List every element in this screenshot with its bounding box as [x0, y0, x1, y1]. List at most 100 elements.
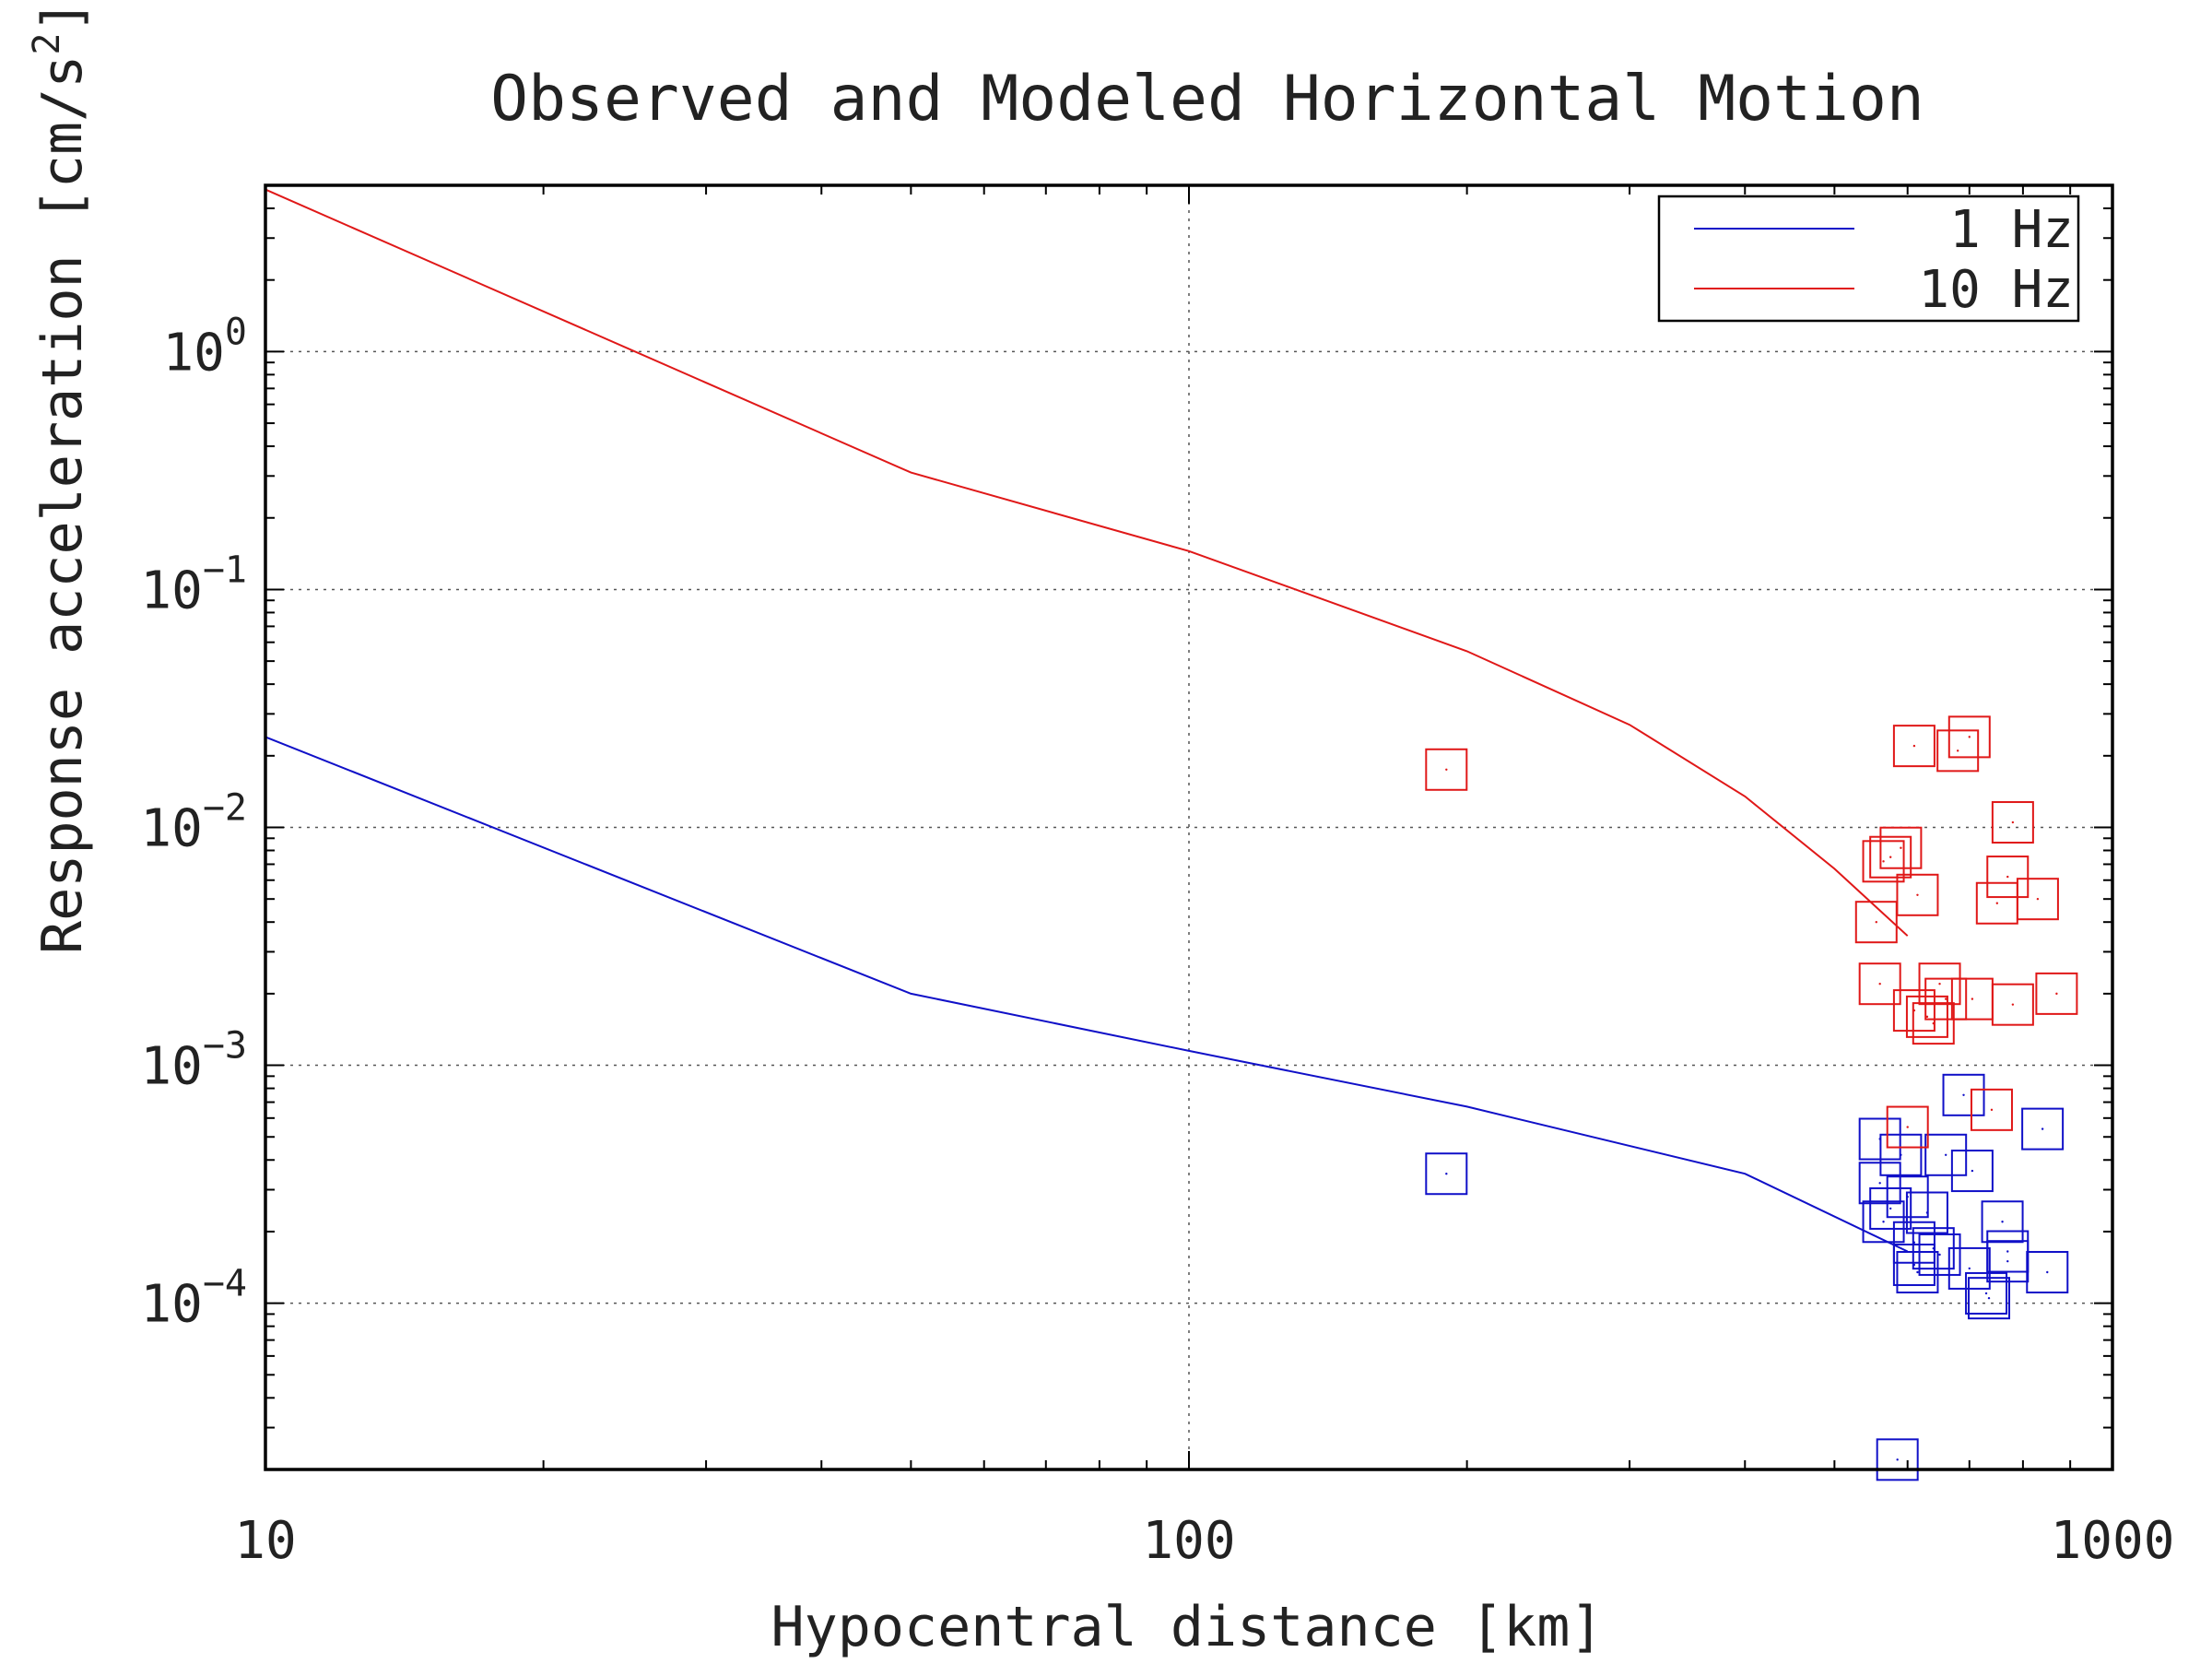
model-line-1hz [265, 736, 1909, 1253]
observed-point-center-1hz [1938, 1253, 1941, 1257]
observed-point-10hz [1905, 995, 1948, 1038]
observed-point-center-1hz [1962, 1093, 1965, 1097]
x-tick-label: 100 [1142, 1511, 1235, 1571]
observed-point-1hz [1924, 1133, 1968, 1176]
observed-point-10hz [1425, 748, 1468, 791]
observed-point-center-1hz [1896, 1458, 1899, 1461]
observed-point-center-10hz [2055, 992, 2058, 996]
observed-point-center-10hz [2011, 1003, 2015, 1006]
observed-point-center-1hz [2046, 1270, 2049, 1274]
y-tick-label-exp: −2 [203, 787, 247, 830]
plot-frame [264, 183, 2114, 1471]
observed-point-1hz [1968, 1277, 2011, 1320]
observed-point-10hz [1854, 901, 1898, 944]
observed-point-center-1hz [1878, 1182, 1881, 1185]
observed-point-1hz [1896, 1250, 1939, 1293]
observed-point-center-10hz [1971, 997, 1974, 1000]
observed-point-10hz [1892, 989, 1936, 1033]
observed-point-10hz [1896, 873, 1939, 916]
observed-point-1hz [1981, 1200, 2024, 1244]
grid-lines [265, 185, 2112, 1469]
observed-point-center-1hz [1445, 1173, 1448, 1175]
observed-point-10hz [1879, 826, 1923, 869]
observed-point-center-10hz [1882, 860, 1885, 863]
observed-point-10hz [1858, 962, 1901, 1006]
observed-point-center-10hz [2036, 897, 2040, 901]
y-tick-label-base: 10 [162, 323, 224, 383]
observed-point-center-10hz [1925, 1015, 1929, 1019]
y-tick-label: 10−4 [140, 1263, 247, 1335]
observed-point-center-10hz [2011, 820, 2015, 824]
observed-point-center-10hz [1912, 744, 1916, 748]
observed-point-1hz [1918, 1233, 1961, 1276]
x-tick-labels: 10 100 1000 [234, 1511, 2174, 1571]
observed-point-center-10hz [1944, 997, 1947, 1000]
observed-point-center-10hz [1445, 768, 1448, 771]
observed-point-10hz [1918, 962, 1961, 1006]
y-tick-label-base: 10 [140, 799, 202, 859]
y-axis-label-sup: 2 [26, 33, 68, 55]
observed-point-10hz [1986, 856, 2030, 899]
chart-title: Observed and Modeled Horizontal Motion [490, 63, 1924, 136]
observed-point-center-1hz [2041, 1127, 2044, 1130]
observed-point-center-10hz [1916, 893, 1919, 896]
observed-point-center-1hz [2001, 1221, 2004, 1223]
y-tick-label: 100 [162, 311, 247, 383]
observed-point-center-1hz [2006, 1250, 2009, 1253]
observed-point-10hz [1936, 729, 1980, 773]
x-axis-label: Hypocentral distance [km] [771, 1595, 1603, 1659]
y-tick-label-base: 10 [140, 561, 202, 620]
observed-point-center-1hz [1888, 1207, 1892, 1210]
observed-point-1hz [1905, 1191, 1948, 1234]
y-tick-label-exp: 0 [225, 311, 247, 353]
observed-point-10hz [1869, 835, 1912, 879]
observed-point-1hz [1942, 1073, 1985, 1116]
observed-point-1hz [1965, 1271, 2008, 1315]
x-tick-label: 1000 [2051, 1511, 2175, 1571]
observed-point-10hz [1886, 1105, 1929, 1149]
y-tick-label-base: 10 [140, 1275, 202, 1335]
observed-point-1hz [2021, 1107, 2065, 1151]
observed-point-center-10hz [1878, 982, 1881, 985]
observed-point-center-1hz [1944, 1153, 1947, 1156]
y-axis-label-close: ] [30, 0, 95, 33]
observed-point-10hz [1947, 715, 1991, 759]
observed-point-10hz [1912, 1002, 1955, 1045]
observed-point-10hz [1970, 1088, 2013, 1131]
observed-point-1hz [1892, 1243, 1936, 1286]
legend: 1 Hz 10 Hz [1657, 195, 2080, 323]
x-tick-label: 10 [234, 1511, 296, 1571]
observed-point-center-10hz [1932, 1021, 1935, 1025]
observed-point-center-1hz [1900, 1153, 1902, 1156]
plot-series [265, 188, 2078, 1481]
observed-point-center-10hz [1990, 1108, 1994, 1112]
y-tick-label: 10−1 [140, 549, 247, 620]
observed-point-1hz [1425, 1152, 1468, 1196]
observed-point-center-10hz [1938, 982, 1941, 985]
y-tick-label: 10−2 [140, 787, 247, 859]
observed-point-10hz [1924, 977, 1968, 1021]
observed-point-center-1hz [2006, 1259, 2009, 1263]
y-tick-label-exp: −3 [203, 1025, 247, 1068]
observed-point-center-1hz [1987, 1296, 1991, 1300]
model-line-10hz [265, 188, 1909, 937]
observed-point-center-10hz [1900, 846, 1902, 849]
observed-point-center-10hz [1888, 856, 1892, 858]
observed-point-1hz [1879, 1133, 1923, 1176]
legend-label-10hz: 10 Hz [1918, 260, 2074, 320]
observed-point-center-10hz [1995, 902, 1999, 904]
observed-point-1hz [2026, 1250, 2069, 1293]
observed-point-10hz [1991, 801, 2034, 844]
observed-point-center-1hz [1882, 1221, 1885, 1223]
y-axis-label-main: Response acceleration [cm/s [30, 55, 95, 954]
observed-point-center-10hz [2006, 875, 2009, 879]
observed-point-center-10hz [1956, 749, 1959, 752]
observed-point-10hz [1892, 725, 1936, 768]
observed-point-center-10hz [1906, 1126, 1909, 1128]
y-tick-label-exp: −1 [203, 549, 247, 591]
observed-point-center-10hz [1875, 920, 1877, 924]
observed-point-1hz [1950, 1150, 1994, 1193]
